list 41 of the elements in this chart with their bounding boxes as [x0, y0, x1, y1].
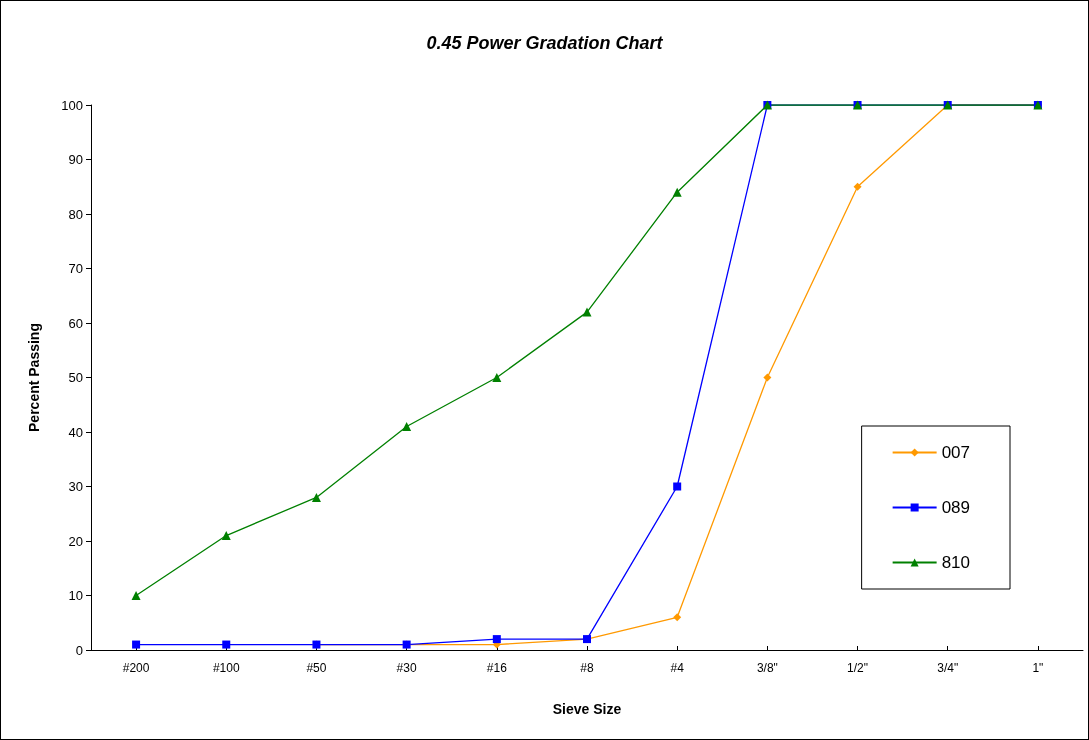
chart-title: 0.45 Power Gradation Chart: [426, 33, 664, 53]
x-tick-label: #30: [396, 661, 417, 675]
x-tick-label: #200: [122, 661, 150, 675]
x-tick-label: #50: [306, 661, 327, 675]
point: [673, 613, 682, 622]
legend-label: 089: [941, 498, 971, 517]
y-tick-label: 0: [75, 642, 83, 658]
point: [402, 422, 412, 432]
y-tick-label: 10: [68, 588, 83, 603]
point: [132, 640, 141, 649]
point: [763, 373, 772, 382]
y-tick-label: 50: [68, 370, 83, 385]
x-tick-label: 3/4": [937, 661, 959, 675]
y-tick-label: 60: [68, 315, 83, 331]
legend-label: 810: [941, 553, 971, 572]
y-tick-label: 70: [68, 261, 83, 276]
point: [853, 182, 862, 191]
x-tick-label: #8: [580, 661, 594, 675]
x-tick-label: 1": [1032, 661, 1044, 675]
y-tick-label: 20: [68, 533, 83, 549]
y-tick-label: 90: [68, 152, 83, 167]
x-tick-label: 3/8": [756, 661, 778, 675]
x-tick-label: 1/2": [847, 661, 869, 675]
point: [582, 307, 592, 317]
x-tick-label: #16: [486, 661, 508, 675]
y-tick-label: 40: [68, 424, 83, 440]
y-tick-label: 30: [68, 479, 83, 494]
point: [222, 640, 231, 649]
point: [673, 482, 682, 491]
x-axis-title: Sieve Size: [552, 701, 622, 717]
x-tick-label: #100: [212, 661, 240, 675]
point: [311, 492, 321, 502]
y-tick-label: 80: [68, 206, 83, 222]
y-axis-title: Percent Passing: [26, 323, 42, 432]
point: [492, 373, 502, 382]
legend-label: 007: [941, 443, 971, 462]
point: [492, 635, 501, 644]
y-tick-label: 100: [61, 97, 83, 113]
x-tick-label: #4: [670, 661, 685, 675]
point: [131, 591, 141, 600]
point: [672, 187, 682, 197]
